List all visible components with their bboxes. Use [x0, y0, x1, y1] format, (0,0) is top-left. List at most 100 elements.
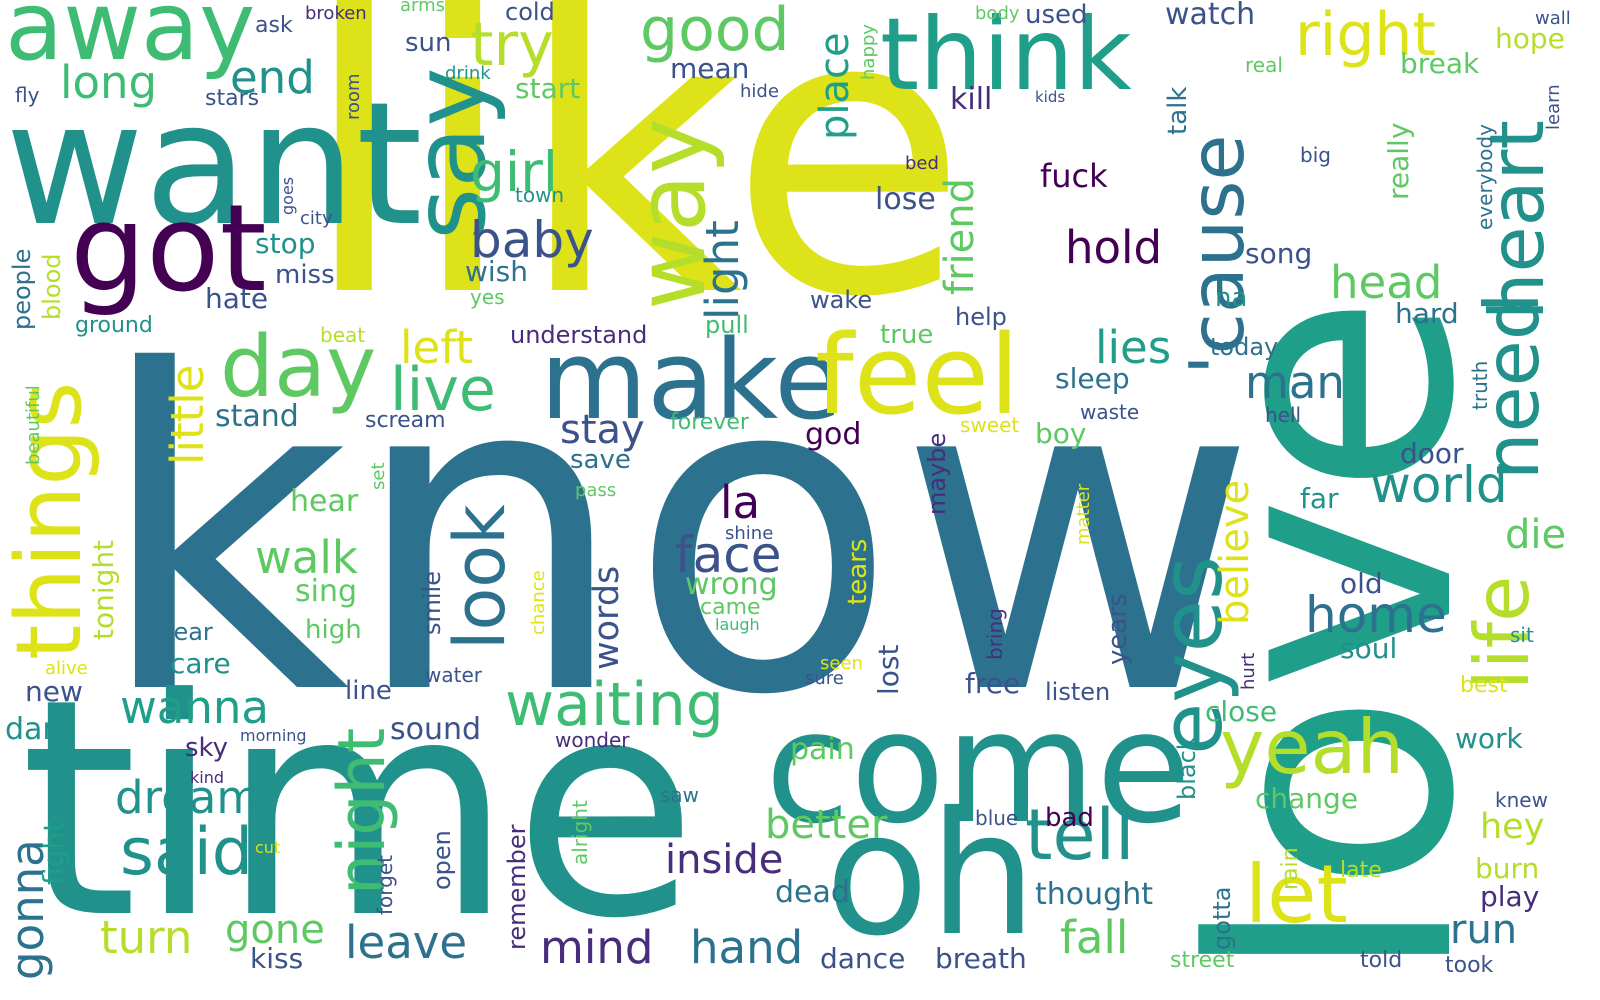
word-play: play: [1480, 880, 1540, 913]
word-saw: saw: [660, 783, 700, 807]
word-broken: broken: [305, 3, 367, 24]
word-got: got: [70, 180, 267, 319]
word-body: body: [975, 3, 1020, 24]
word-drink: drink: [445, 63, 491, 84]
word-knew: knew: [1495, 788, 1548, 812]
word-city: city: [300, 208, 333, 229]
word-know: know: [95, 279, 1258, 791]
word-set: set: [368, 462, 389, 490]
word-song: song: [1245, 237, 1313, 270]
word-live: live: [390, 355, 496, 425]
word-dark: dark: [5, 712, 73, 747]
word-door: door: [1400, 437, 1464, 470]
word-pull: pull: [705, 311, 749, 339]
word-hard: hard: [1395, 297, 1459, 330]
word-tears: tears: [843, 538, 873, 605]
word-left: left: [400, 321, 473, 374]
word-leave: leave: [345, 916, 468, 969]
word-talk: talk: [1163, 86, 1193, 135]
word-took: took: [1445, 953, 1494, 978]
word-hell: hell: [1265, 403, 1302, 427]
word-place: place: [812, 32, 858, 140]
word-miss: miss: [275, 260, 335, 290]
word-look: look: [439, 504, 521, 650]
word-boy: boy: [1035, 417, 1087, 450]
word-dream: dream: [115, 771, 261, 824]
word-stars: stars: [205, 86, 260, 111]
word-wish: wish: [465, 255, 529, 288]
word-alright: alright: [568, 800, 592, 865]
word-hand: hand: [690, 921, 804, 974]
word-sound: sound: [390, 712, 482, 747]
word-home: home: [1305, 586, 1447, 644]
word-na: na: [1215, 283, 1248, 313]
word-end: end: [230, 51, 315, 104]
word-close: close: [1205, 695, 1278, 728]
word-burn: burn: [1475, 852, 1540, 885]
word-stop: stop: [255, 227, 316, 260]
word-waste: waste: [1080, 400, 1140, 424]
word-real: real: [1245, 53, 1283, 77]
word-cold: cold: [505, 0, 555, 26]
word-listen: listen: [1045, 678, 1111, 706]
word-ask: ask: [255, 13, 293, 38]
word-bed: bed: [905, 153, 939, 174]
word-turn: turn: [100, 911, 193, 964]
word-hide: hide: [740, 81, 779, 102]
word-people: people: [8, 248, 36, 330]
word-gone: gone: [225, 907, 325, 953]
word-day: day: [220, 318, 377, 417]
word-truth: truth: [1468, 360, 1492, 410]
word-time: time: [20, 635, 698, 984]
word-things: things: [0, 381, 102, 660]
word-sky: sky: [185, 733, 229, 763]
word-die: die: [1505, 512, 1567, 558]
word-wall: wall: [1535, 8, 1571, 29]
word-gotta: gotta: [1208, 886, 1236, 950]
word-lies: lies: [1095, 321, 1172, 374]
word-learn: learn: [1543, 84, 1564, 130]
word-yeah: yeah: [1220, 703, 1405, 791]
word-tonight: tonight: [87, 539, 120, 640]
word-watch: watch: [1165, 0, 1256, 32]
word-change: change: [1255, 782, 1359, 815]
word-run: run: [1450, 907, 1518, 953]
word-open: open: [428, 830, 456, 890]
word-sure: sure: [805, 668, 844, 689]
word-inside: inside: [665, 837, 784, 883]
word-light: light: [696, 220, 749, 320]
word-try: try: [470, 10, 554, 80]
word-hold: hold: [1065, 221, 1163, 274]
word-walk: walk: [255, 531, 358, 584]
word-break: break: [1400, 47, 1480, 80]
word-said: said: [120, 815, 254, 890]
word-baby: baby: [470, 211, 594, 269]
word-blue: blue: [975, 806, 1019, 830]
word-cut: cut: [255, 838, 281, 857]
word-la: la: [720, 476, 761, 529]
word-sweet: sweet: [960, 413, 1020, 437]
word-wake: wake: [810, 286, 873, 314]
word-beat: beat: [320, 323, 366, 347]
word-true: true: [880, 320, 934, 350]
word-forever: forever: [670, 410, 749, 435]
word-kiss: kiss: [250, 942, 304, 975]
word-waiting: waiting: [505, 670, 724, 740]
word-like: like: [300, 0, 969, 382]
word-pass: pass: [575, 480, 617, 501]
word-high: high: [305, 615, 362, 645]
word-alive: alive: [45, 658, 88, 679]
word-rain: rain: [1278, 847, 1303, 890]
word-work: work: [1455, 722, 1523, 755]
word-fly: fly: [15, 83, 40, 107]
word-face: face: [675, 526, 782, 584]
word-hear: hear: [290, 484, 359, 519]
word-hey: hey: [1480, 807, 1545, 847]
word-good: good: [640, 0, 790, 65]
word-fear: fear: [165, 618, 213, 646]
word-sit: sit: [1510, 623, 1534, 647]
word-stand: stand: [215, 399, 299, 434]
word-save: save: [570, 445, 631, 475]
word-sleep: sleep: [1055, 362, 1130, 395]
